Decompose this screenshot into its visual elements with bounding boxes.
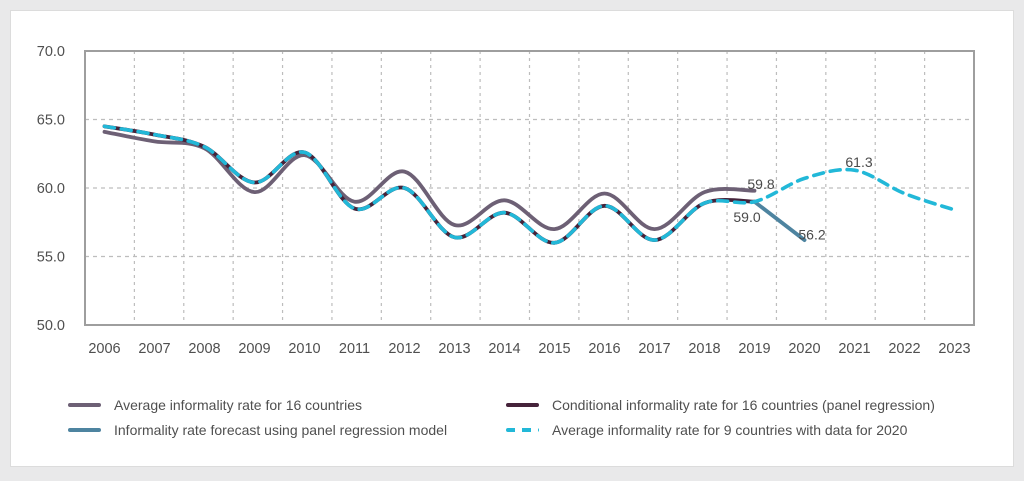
y-axis-tick-label: 65.0 (37, 113, 65, 129)
plot-border (84, 50, 975, 326)
legend-column-right: Conditional informality rate for 16 coun… (506, 392, 935, 442)
x-axis-tick-label: 2014 (488, 341, 520, 357)
line-chart: 70.0 65.0 60.0 55.0 50.0 2006 2007 2008 2009 2010… (37, 44, 975, 357)
x-axis-tick-label: 2007 (138, 341, 170, 357)
series-line-1 (102, 124, 757, 245)
x-axis-tick-label: 2022 (888, 341, 920, 357)
x-axis-tick-label: 2011 (339, 341, 370, 357)
data-label: 59.0 (733, 209, 760, 225)
legend-item-forecast: Informality rate forecast using panel re… (68, 417, 447, 442)
y-axis-tick-label: 55.0 (37, 250, 65, 266)
legend-swatch-conditional-line (506, 402, 539, 407)
legend-swatch-avg16-line (68, 402, 101, 407)
legend-item-avg16: Average informality rate for 16 countrie… (68, 392, 447, 417)
x-axis-tick-label: 2020 (788, 341, 820, 357)
legend-label-avg9: Average informality rate for 9 countries… (552, 421, 908, 438)
x-axis-tick-label: 2009 (238, 341, 270, 357)
series-line-0 (102, 129, 757, 232)
x-axis-tick-label: 2012 (388, 341, 420, 357)
x-axis-tick-label: 2016 (588, 341, 620, 357)
x-axis-tick-label: 2021 (838, 341, 870, 357)
legend-label-avg16: Average informality rate for 16 countrie… (114, 396, 362, 413)
x-axis-tick-label: 2023 (938, 341, 970, 357)
x-axis-tick-label: 2008 (188, 341, 220, 357)
legend-item-avg9-dashed: Average informality rate for 9 countries… (506, 417, 935, 442)
legend-item-conditional: Conditional informality rate for 16 coun… (506, 392, 935, 417)
data-label: 61.3 (845, 154, 872, 170)
chart-card: 70.0 65.0 60.0 55.0 50.0 2006 2007 2008 2009 2010… (10, 10, 1014, 467)
legend-swatch-forecast-line (68, 427, 101, 432)
legend-swatch-avg9-dashed-line (506, 427, 539, 432)
data-label: 56.2 (798, 227, 825, 243)
x-axis-tick-label: 2006 (88, 341, 120, 357)
legend-column-left: Average informality rate for 16 countrie… (68, 392, 447, 442)
y-axis-tick-label: 70.0 (37, 44, 65, 60)
x-axis-tick-label: 2019 (738, 341, 770, 357)
y-axis-tick-label: 50.0 (37, 318, 65, 334)
x-axis-tick-label: 2017 (638, 341, 670, 357)
legend-label-conditional: Conditional informality rate for 16 coun… (552, 396, 935, 413)
series-line-3 (102, 124, 957, 245)
legend-label-forecast: Informality rate forecast using panel re… (114, 421, 448, 438)
x-axis-tick-label: 2018 (688, 341, 720, 357)
x-axis-tick-label: 2013 (438, 341, 470, 357)
data-label: 59.8 (747, 176, 774, 192)
series-line-2 (752, 199, 807, 242)
x-axis-tick-label: 2015 (538, 341, 570, 357)
x-axis-tick-label: 2010 (288, 341, 320, 357)
y-axis-tick-label: 60.0 (37, 181, 65, 197)
